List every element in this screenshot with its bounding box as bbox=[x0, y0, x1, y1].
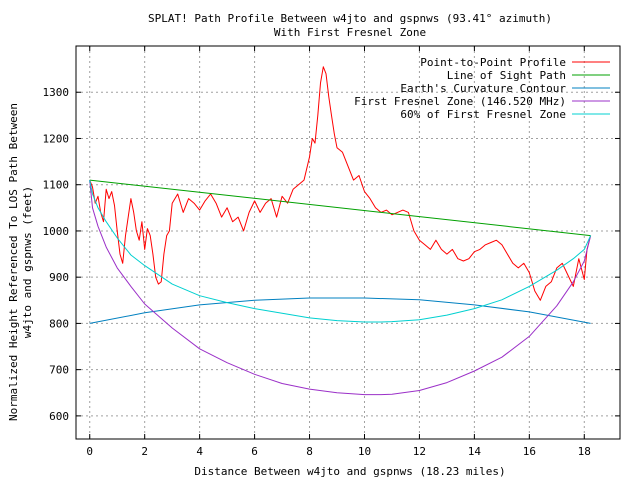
y-axis-label-line1: Normalized Height Referenced To LOS Path… bbox=[7, 103, 20, 421]
legend-entry-label: 60% of First Fresnel Zone bbox=[400, 108, 566, 121]
y-tick-label: 600 bbox=[49, 410, 69, 423]
y-axis-label-line2: w4jto and gspnws (feet) bbox=[21, 186, 34, 338]
legend-entry-label: Line of Sight Path bbox=[447, 69, 566, 82]
series-line-first-fresnel-zone-146-520-mhz bbox=[89, 180, 592, 396]
x-tick-label: 8 bbox=[306, 445, 313, 458]
x-tick-label: 4 bbox=[196, 445, 203, 458]
tick-layer: 0 2 4 6 8 10 12 14 16 18 600 700 800 900 1000 1100 1200 1… bbox=[43, 46, 620, 458]
x-tick-label: 10 bbox=[358, 445, 371, 458]
y-tick-label: 700 bbox=[49, 364, 69, 377]
y-tick-label: 900 bbox=[49, 271, 69, 284]
y-tick-label: 1300 bbox=[43, 86, 70, 99]
series-line-earth-s-curvature-contour bbox=[89, 297, 591, 324]
x-tick-label: 18 bbox=[578, 445, 591, 458]
y-tick-label: 800 bbox=[49, 317, 69, 330]
x-tick-label: 12 bbox=[413, 445, 426, 458]
legend-entry-label: Earth's Curvature Contour bbox=[400, 82, 566, 95]
y-tick-label: 1200 bbox=[43, 132, 70, 145]
plot-frame bbox=[75, 45, 621, 440]
legend-entry-label: First Fresnel Zone (146.520 MHz) bbox=[354, 95, 566, 108]
x-tick-label: 14 bbox=[468, 445, 482, 458]
y-tick-label: 1000 bbox=[43, 225, 70, 238]
series-line-line-of-sight-path bbox=[89, 179, 591, 237]
x-axis-label: Distance Between w4jto and gspnws (18.23… bbox=[194, 465, 505, 478]
chart-subtitle: With First Fresnel Zone bbox=[274, 26, 426, 39]
x-tick-label: 16 bbox=[523, 445, 536, 458]
x-tick-label: 2 bbox=[141, 445, 148, 458]
y-tick-label: 1100 bbox=[43, 179, 70, 192]
series-line-point-to-point-profile bbox=[89, 66, 592, 301]
series-layer bbox=[89, 66, 592, 396]
legend-entry-label: Point-to-Point Profile bbox=[420, 56, 566, 69]
x-tick-label: 6 bbox=[251, 445, 258, 458]
chart-title: SPLAT! Path Profile Between w4jto and gs… bbox=[148, 12, 552, 25]
x-tick-label: 0 bbox=[86, 445, 93, 458]
series-line-60-of-first-fresnel-zone bbox=[89, 180, 592, 323]
